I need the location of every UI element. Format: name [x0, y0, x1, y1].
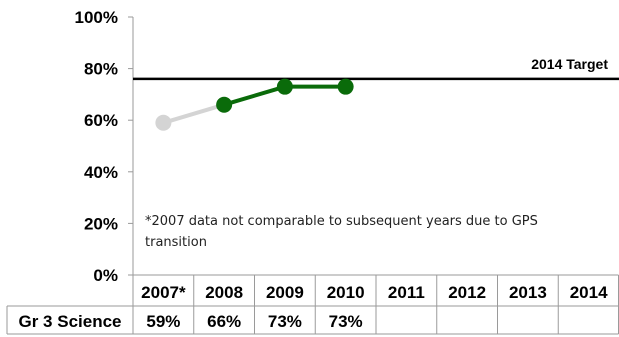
annotation-note: *2007 data not comparable to subsequent …: [145, 214, 538, 250]
table-value-cell: 73%: [268, 312, 302, 331]
x-category-label: 2010: [327, 283, 365, 302]
series-point: [276, 78, 293, 95]
x-category-label: 2009: [266, 283, 304, 302]
x-category-label: 2013: [509, 283, 547, 302]
x-category-label: 2008: [205, 283, 243, 302]
y-axis: 0% 20% 40% 60% 80% 100%: [75, 8, 134, 285]
series-point: [337, 78, 354, 95]
y-tick-label: 100%: [75, 8, 118, 27]
series-segment: [161, 102, 227, 125]
x-category-label: 2014: [570, 283, 608, 302]
series-line-group: [155, 78, 354, 131]
y-tick-label: 80%: [84, 60, 118, 79]
y-tick-label: 20%: [84, 214, 118, 233]
table-value-cell: 73%: [329, 312, 363, 331]
annotation-line-1: *2007 data not comparable to subsequent …: [145, 214, 538, 229]
annotation-line-2: transition: [145, 235, 207, 250]
table-value-cell: 66%: [207, 312, 241, 331]
series-point: [216, 96, 233, 113]
series-point: [155, 114, 172, 131]
x-category-label: 2012: [448, 283, 486, 302]
target-label: 2014 Target: [531, 56, 608, 72]
target-line-group: 2014 Target: [133, 56, 619, 81]
y-tick-label: 40%: [84, 163, 118, 182]
x-category-label: 2011: [388, 283, 425, 302]
x-category-label: 2007*: [141, 283, 186, 302]
series-segment: [222, 84, 287, 107]
y-tick-label: 0%: [93, 266, 118, 285]
table-row-label: Gr 3 Science: [18, 312, 121, 331]
y-tick-label: 60%: [84, 111, 118, 130]
table-value-cell: 59%: [146, 312, 180, 331]
